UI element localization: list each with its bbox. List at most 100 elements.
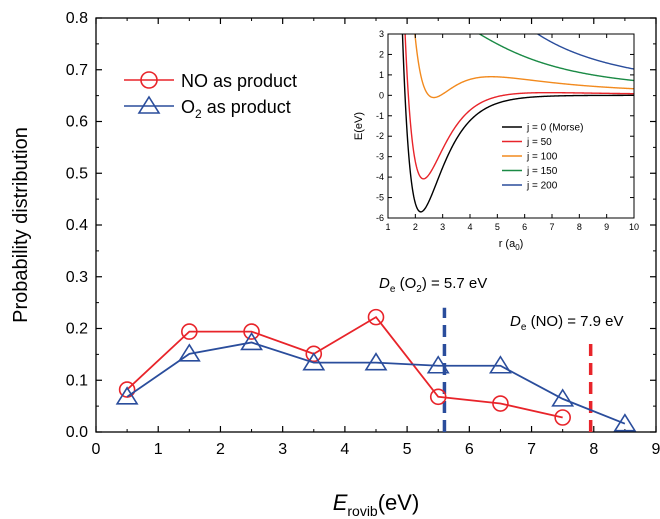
legend-item-o2: O2 as product [124, 95, 291, 121]
inset-x-tick-labels: 1 2 3 4 5 6 7 8 9 10 [385, 222, 639, 232]
inset-legend: j = 0 (Morse) j = 50 j = 100 j = 150 j = 200 [502, 123, 583, 192]
y-tick-label: 0.2 [66, 321, 88, 338]
o2-data-point [177, 343, 201, 362]
de-subscript: e [390, 284, 396, 295]
o2-data-point [364, 352, 388, 371]
potential-curve-j0 [401, 34, 634, 213]
no-product-line [126, 315, 563, 419]
o2-data-point [302, 352, 326, 371]
x-tick-label: 9 [652, 441, 660, 458]
inset-legend-label: j = 50 [526, 137, 552, 148]
inset-x-tick-label: 9 [604, 222, 609, 232]
inset-x-tick-label: 1 [385, 222, 390, 232]
inset-y-axis-title: E(eV) [353, 112, 365, 140]
inset-axis-ticks [387, 33, 635, 219]
no-data-point [367, 308, 385, 326]
inset-y-tick-label: -4 [376, 172, 384, 182]
inset-x-tick-label: 8 [577, 222, 582, 232]
inset-x-tick-label: 7 [549, 222, 554, 232]
de-no-label: De (NO) = 7.9 eV [510, 313, 624, 333]
de-subscript-2: 2 [416, 284, 422, 295]
legend-triangle-marker [137, 95, 161, 114]
potential-curve-j200 [536, 34, 634, 70]
y-tick-label: 0.0 [66, 424, 88, 441]
legend-label-o2: O2 as product [181, 97, 291, 121]
de-symbol: D [510, 313, 521, 330]
inset-y-tick-label: -1 [376, 111, 384, 121]
o2-data-point [613, 413, 637, 432]
inset-y-tick-label: -6 [376, 213, 384, 223]
potential-curve-j50 [404, 34, 634, 180]
x-axis-title: Erovib(eV) [333, 490, 420, 519]
o2-data-point [551, 388, 575, 407]
inset-y-tick-labels: -6 -5 -4 -3 -2 -1 0 1 2 3 [376, 29, 384, 223]
y-tick-label: 0.5 [66, 165, 88, 182]
main-x-tick-labels: 0 1 2 3 4 5 6 7 8 9 [92, 441, 660, 458]
x-axis-title-unit: (eV) [378, 490, 420, 515]
de-o2-label: De (O2) = 5.7 eV [379, 275, 487, 295]
inset-y-tick-label: 0 [379, 90, 384, 100]
no-data-point [243, 323, 260, 340]
y-tick-label: 0.4 [66, 217, 88, 234]
de-text-2: ) = 5.7 eV [422, 275, 487, 292]
y-tick-label: 0.1 [66, 372, 88, 389]
x-axis-title-subscript: rovib [347, 503, 378, 519]
inset-x-axis-title-subscript: 0 [515, 243, 520, 252]
inset-y-tick-label: 3 [379, 29, 384, 39]
x-tick-label: 5 [403, 441, 412, 458]
inset-legend-label: j = 200 [526, 181, 558, 192]
legend-label-o2-rest: as product [202, 97, 291, 117]
inset-x-axis-title-end: ) [520, 238, 524, 250]
de-symbol: D [379, 275, 390, 292]
no-data-point [429, 388, 447, 406]
legend-item-no: NO as product [124, 71, 297, 91]
inset-y-tick-label: -5 [376, 193, 384, 203]
de-text: (O [395, 275, 416, 292]
no-data-point [492, 395, 509, 412]
potential-curve-j100 [414, 34, 634, 99]
inset-background [388, 34, 634, 218]
legend-circle-marker [140, 71, 158, 89]
y-tick-label: 0.6 [66, 114, 88, 131]
inset-x-tick-label: 10 [629, 222, 639, 232]
o2-data-point [426, 355, 450, 374]
inset-x-axis-title: r (a0) [499, 238, 524, 252]
x-tick-label: 8 [589, 441, 598, 458]
inset-legend-label: j = 100 [526, 152, 558, 163]
y-tick-label: 0.7 [66, 62, 88, 79]
y-tick-label: 0.8 [66, 10, 88, 27]
no-data-point [118, 381, 136, 398]
de-text: (NO) = 7.9 eV [526, 313, 623, 330]
inset-y-tick-label: -2 [376, 131, 384, 141]
inset-x-axis-title-text: r (a [499, 238, 516, 250]
inset-frame [387, 33, 635, 219]
inset-y-tick-label: 2 [379, 49, 384, 59]
legend-label-o2-subscript: 2 [195, 107, 202, 121]
x-tick-label: 3 [278, 441, 287, 458]
o2-data-point [489, 355, 512, 374]
inset-legend-label: j = 0 (Morse) [526, 123, 583, 134]
x-tick-label: 0 [92, 441, 101, 458]
inset-x-tick-label: 3 [440, 222, 445, 232]
no-data-point [181, 323, 198, 340]
inset-legend-label: j = 150 [526, 166, 558, 177]
inset-x-tick-label: 4 [467, 222, 472, 232]
y-axis-title: Probability distribution [10, 127, 32, 323]
inset-y-tick-label: -3 [376, 152, 384, 162]
de-subscript: e [521, 322, 527, 333]
no-data-point [554, 409, 571, 426]
inset-x-tick-label: 2 [413, 222, 418, 232]
o2-data-point [240, 331, 263, 351]
inset-x-tick-label: 6 [522, 222, 527, 232]
inset-curves [401, 34, 634, 213]
x-tick-label: 7 [527, 441, 536, 458]
legend-label-o2-text: O [181, 97, 195, 117]
inset-x-tick-label: 5 [495, 222, 500, 232]
x-axis-title-symbol: E [333, 490, 348, 515]
x-tick-label: 6 [465, 441, 474, 458]
x-tick-label: 2 [216, 441, 225, 458]
no-data-point [305, 345, 323, 363]
